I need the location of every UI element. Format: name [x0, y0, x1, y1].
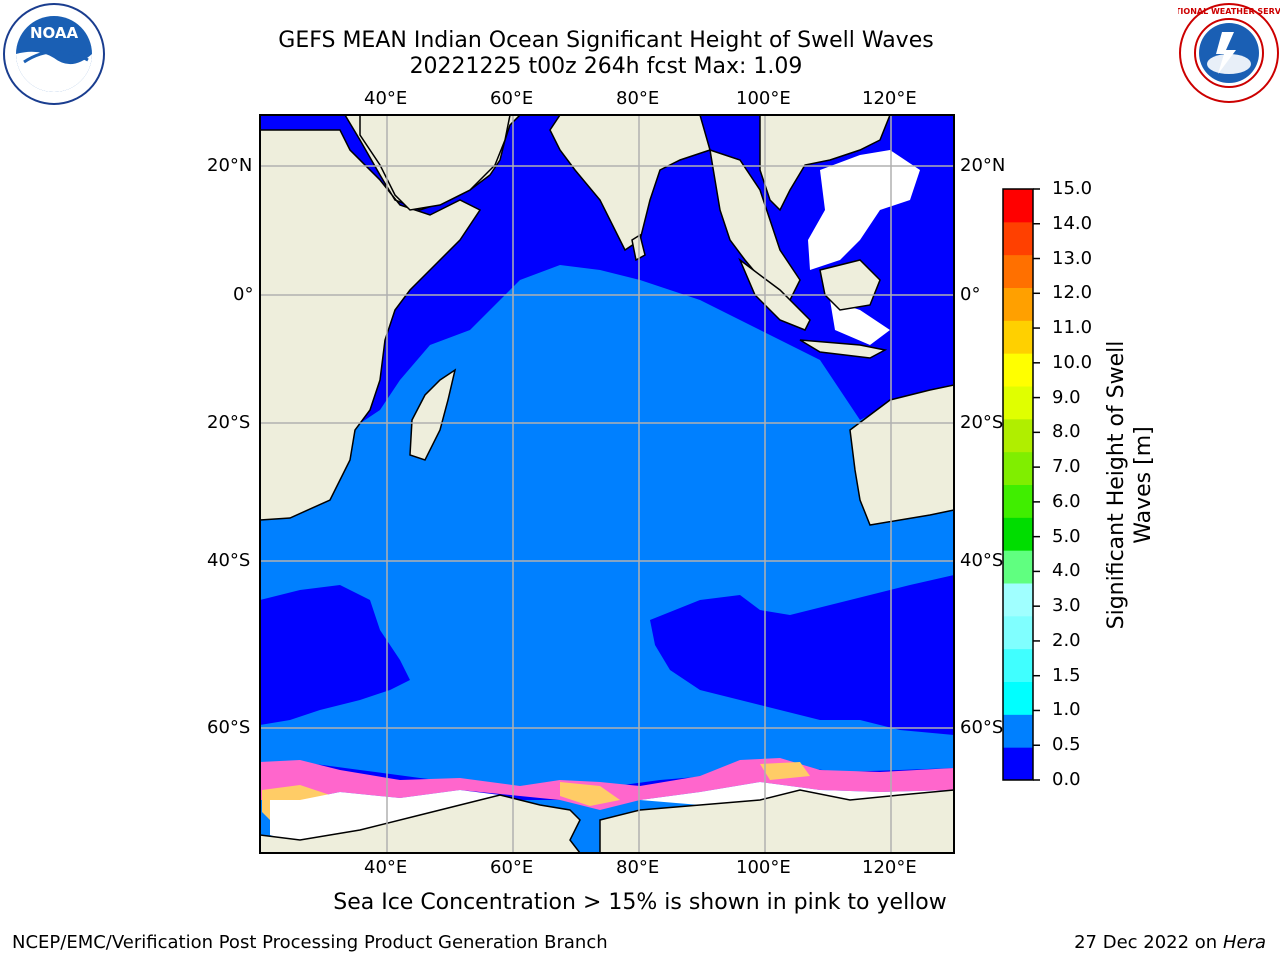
lon-label-top-80e: 80°E	[616, 88, 660, 109]
colorbar	[1003, 189, 1033, 781]
lon-label-bottom-120e: 120°E	[862, 857, 917, 878]
chart-subtitle: 20221225 t00z 264h fcst Max: 1.09	[409, 54, 803, 79]
colorbar-bin-12	[1003, 353, 1033, 387]
colorbar-tick-label: 14.0	[1052, 212, 1093, 234]
south-low-swell-zone-west	[260, 585, 410, 725]
colorbar-title-line2: Waves [m]	[1131, 426, 1156, 544]
colorbar-tick-marks	[1033, 188, 1040, 781]
lat-label-right-40s: 40°S	[960, 550, 1004, 571]
no-data-area-scs	[808, 150, 920, 345]
colorbar-tick-label: 7.0	[1052, 456, 1081, 478]
nws-logo-text: NATIONAL WEATHER SERVICE	[1178, 7, 1280, 16]
land-masses	[260, 115, 954, 853]
chart-title: GEFS MEAN Indian Ocean Significant Heigh…	[278, 28, 934, 53]
colorbar-bin-7	[1003, 517, 1033, 551]
lon-label-bottom-80e: 80°E	[616, 857, 660, 878]
lon-label-top-60e: 60°E	[490, 88, 534, 109]
colorbar-tick-label: 9.0	[1052, 386, 1081, 408]
colorbar-bin-8	[1003, 484, 1033, 518]
lat-label-left-20s: 20°S	[207, 412, 251, 433]
colorbar-bin-14	[1003, 287, 1033, 321]
sea-ice-caption: Sea Ice Concentration > 15% is shown in …	[333, 890, 947, 915]
lat-label-right-20n: 20°N	[960, 155, 1006, 176]
colorbar-bin-5	[1003, 583, 1033, 617]
colorbar-tick-label: 12.0	[1052, 282, 1093, 304]
colorbar-tick-label: 0.5	[1052, 734, 1081, 756]
footer-date-text: 27 Dec 2022 on	[1074, 932, 1218, 953]
lat-label-left-0: 0°	[233, 284, 254, 305]
lat-label-left-60s: 60°S	[207, 717, 251, 738]
south-low-swell-zone-east	[650, 575, 954, 735]
colorbar-tick-label: 2.0	[1052, 629, 1081, 651]
lon-label-top-120e: 120°E	[862, 88, 917, 109]
colorbar-bin-10	[1003, 418, 1033, 453]
lat-label-left-40s: 40°S	[207, 550, 251, 571]
colorbar-tick-label: 1.5	[1052, 664, 1081, 686]
lat-label-right-0: 0°	[960, 284, 981, 305]
colorbar-bin-4	[1003, 615, 1033, 650]
colorbar-tick-label: 11.0	[1052, 317, 1093, 339]
lat-label-left-20n: 20°N	[207, 155, 253, 176]
footer-credit: NCEP/EMC/Verification Post Processing Pr…	[12, 932, 608, 953]
colorbar-tick-label: 10.0	[1052, 351, 1093, 373]
colorbar-tick-label: 1.0	[1052, 699, 1081, 721]
lon-label-bottom-40e: 40°E	[364, 857, 408, 878]
colorbar-bin-13	[1003, 320, 1033, 354]
lon-label-top-40e: 40°E	[364, 88, 408, 109]
colorbar-title-line1: Significant Height of Swell	[1104, 340, 1129, 630]
lat-label-right-20s: 20°S	[960, 412, 1004, 433]
colorbar-tick-label: 3.0	[1052, 595, 1081, 617]
colorbar-bin-17	[1003, 189, 1033, 223]
colorbar-tick-label: 6.0	[1052, 490, 1081, 512]
colorbar-bin-3	[1003, 648, 1033, 682]
land-australia	[849, 384, 954, 526]
lon-label-bottom-60e: 60°E	[490, 857, 534, 878]
colorbar-tick-label: 13.0	[1052, 247, 1093, 269]
nws-logo: NATIONAL WEATHER SERVICE	[1178, 3, 1280, 103]
colorbar-bin-2	[1003, 681, 1033, 715]
colorbar-bin-15	[1003, 254, 1033, 288]
north-low-swell-zone	[260, 115, 954, 500]
map-plot	[260, 115, 954, 853]
graticule	[260, 115, 954, 853]
colorbar-tick-label: 5.0	[1052, 525, 1081, 547]
colorbar-bin-9	[1003, 451, 1033, 485]
footer-date: 27 Dec 2022 on Hera	[1074, 932, 1266, 953]
colorbar-frame	[1002, 188, 1034, 781]
land-madagascar	[409, 368, 457, 461]
colorbar-tick-label: 0.0	[1052, 769, 1081, 790]
colorbar-tick-label: 15.0	[1052, 178, 1093, 199]
land-arabia	[359, 115, 511, 211]
lon-label-top-100e: 100°E	[736, 88, 791, 109]
colorbar-tick-label: 4.0	[1052, 560, 1081, 582]
colorbar-bin-0	[1003, 747, 1033, 781]
land-java	[799, 339, 888, 359]
noaa-logo-text: NOAA	[30, 24, 79, 42]
colorbar-bin-16	[1003, 221, 1033, 256]
colorbar-tick-label: 8.0	[1052, 421, 1081, 443]
footer-machine: Hera	[1222, 932, 1266, 953]
colorbar-title: Significant Height of Swell Waves [m]	[1103, 341, 1157, 630]
lat-label-right-60s: 60°S	[960, 717, 1004, 738]
colorbar-bin-1	[1003, 714, 1033, 748]
lon-label-bottom-100e: 100°E	[736, 857, 791, 878]
noaa-logo: NOAA	[3, 3, 105, 105]
colorbar-bin-6	[1003, 550, 1033, 584]
land-antarctica	[260, 789, 954, 853]
map-frame	[259, 114, 955, 854]
colorbar-bin-11	[1003, 386, 1033, 420]
